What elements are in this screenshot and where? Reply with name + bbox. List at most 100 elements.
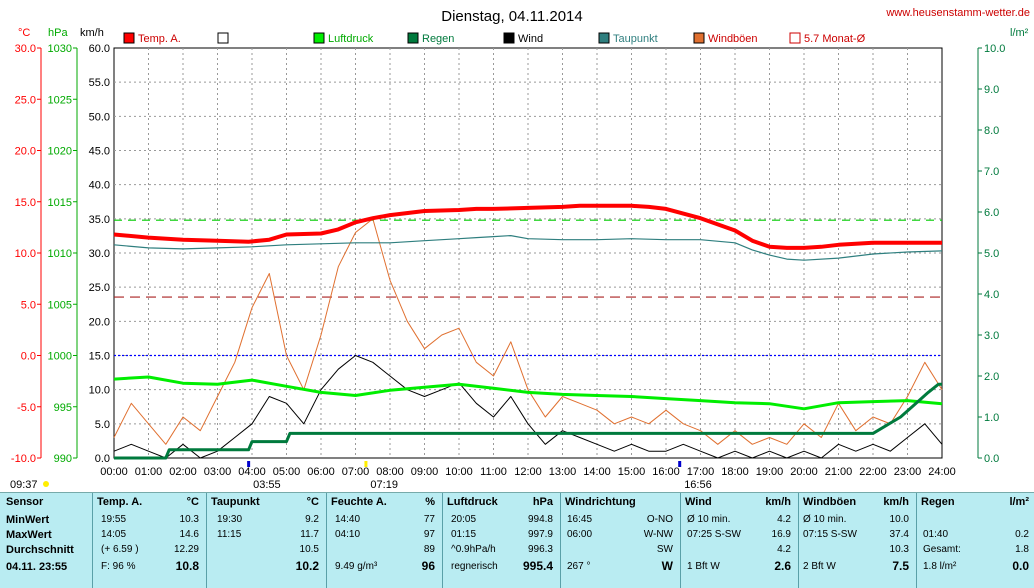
stats-panel: Sensor MinWert MaxWert Durchschnitt 04.11. 2… — [0, 492, 1034, 588]
temp-tick-label: 0.0 — [21, 351, 36, 363]
legend-swatch — [407, 32, 419, 44]
x-tick-label: 13:00 — [549, 466, 577, 478]
legend-label: Taupunkt — [613, 33, 658, 45]
stats-cell-label: (+ 6.59 ) — [101, 544, 139, 555]
x-tick-label: 14:00 — [583, 466, 611, 478]
stats-cell-value: 11.7 — [300, 529, 319, 540]
stats-unit-press: hPa — [532, 496, 553, 508]
stats-cell-label: 01:40 — [923, 529, 949, 540]
wind-tick-label: 45.0 — [89, 146, 110, 158]
stats-header-sensor: Sensor — [6, 496, 44, 508]
current-time-dot — [43, 481, 49, 487]
legend-swatch — [789, 32, 801, 44]
legend-label: 5.7 Monat-Ø — [804, 33, 866, 45]
series-line-wind — [113, 355, 943, 459]
x-tick-label: 15:00 — [618, 466, 646, 478]
rain-tick-label: 6.0 — [984, 207, 999, 219]
stats-cell-label: 20:05 — [451, 514, 477, 525]
press-unit: hPa — [48, 27, 68, 39]
rain-tick-label: 1.0 — [984, 412, 999, 424]
legend-label: Wind — [518, 33, 543, 45]
stats-cell-value: 12.29 — [173, 544, 199, 555]
weather-chart: Dienstag, 04.11.2014 www.heusenstamm-wet… — [10, 7, 1030, 491]
site-label: www.heusenstamm-wetter.de — [885, 7, 1030, 19]
x-tick-label: 01:00 — [135, 466, 163, 478]
x-tick-label: 22:00 — [859, 466, 887, 478]
stats-cell-value: O-NO — [646, 514, 673, 525]
stats-col-gust: Windböen km/h Ø 10 min. 10.0 07:15 S-SW 37.4 1… — [798, 493, 915, 588]
legend-item: Wind — [503, 32, 543, 45]
max-temp-marker-tick — [364, 461, 368, 467]
legend-label: Regen — [422, 33, 454, 45]
press-tick-label: 1000 — [48, 351, 72, 363]
stats-row-label: Durchschnitt — [6, 544, 74, 556]
stats-cell-label: F: 96 % — [101, 561, 136, 572]
wind-tick-label: 15.0 — [89, 351, 110, 363]
x-tick-label: 17:00 — [687, 466, 715, 478]
legend-item: Windböen — [693, 32, 758, 45]
rain-tick-label: 9.0 — [984, 84, 999, 96]
stats-col-temp: Temp. A. °C 19:55 10.3 14:05 14.6 (+ 6.59 ) 12.… — [92, 493, 205, 588]
min-temp-marker-tick — [247, 461, 251, 467]
wind-tick-label: 50.0 — [89, 111, 110, 123]
x-tick-label: 12:00 — [514, 466, 542, 478]
stats-cell-label: regnerisch — [451, 561, 498, 572]
x-tick-label: 07:00 — [342, 466, 370, 478]
stats-cell-label: 06:00 — [567, 529, 593, 540]
max-gust-marker-label: 16:56 — [684, 479, 712, 491]
stats-cell-value: 10.8 — [175, 559, 199, 573]
stats-row-label: 04.11. 23:55 — [6, 561, 68, 573]
stats-cell-value: 77 — [423, 514, 435, 525]
x-tick-label: 10:00 — [445, 466, 473, 478]
rain-tick-label: 3.0 — [984, 330, 999, 342]
stats-unit-wind: km/h — [765, 496, 791, 508]
temp-tick-label: -10.0 — [11, 453, 36, 465]
wind-tick-label: 60.0 — [89, 43, 110, 55]
temp-unit: °C — [18, 27, 30, 39]
legend-swatch — [503, 32, 515, 44]
stats-row-label: MinWert — [6, 514, 50, 526]
press-tick-label: 1015 — [48, 197, 72, 209]
stats-cell-label: Ø 10 min. — [687, 514, 731, 525]
stats-cell-value: 10.5 — [299, 544, 319, 555]
legend-swatch — [123, 32, 135, 44]
press-tick-label: 1025 — [48, 94, 72, 106]
stats-cell-label: 1.8 l/m² — [923, 561, 957, 572]
stats-col-wind: Wind km/h Ø 10 min. 4.2 07:25 S-SW 16.9 4.2 1 B… — [680, 493, 797, 588]
stats-header-rain: Regen — [921, 496, 955, 508]
stats-cell-label: 267 ° — [567, 561, 591, 572]
stats-header-hum: Feuchte A. — [331, 496, 387, 508]
stats-cell-value: SW — [656, 544, 673, 555]
rain-unit: l/m² — [1010, 27, 1029, 39]
stats-cell-value: 0.2 — [1015, 529, 1029, 540]
x-tick-label: 21:00 — [825, 466, 853, 478]
stats-cell-label: 16:45 — [567, 514, 593, 525]
stats-cell-value: 4.2 — [777, 514, 791, 525]
chart-series — [113, 203, 943, 460]
legend-item: Taupunkt — [598, 32, 658, 45]
wind-tick-label: 10.0 — [89, 385, 110, 397]
stats-cell-value: 97 — [423, 529, 435, 540]
series-line-regen — [114, 382, 942, 460]
stats-cell-value: 995.4 — [522, 559, 553, 573]
rain-tick-label: 7.0 — [984, 166, 999, 178]
axis-tick-labels: 30.0 1030 25.0 1025 20.0 1020 15.0 1015 10.0 1010… — [11, 43, 1006, 478]
stats-col-sensor: Sensor MinWert MaxWert Durchschnitt 04.11. 2… — [0, 493, 90, 588]
stats-cell-label: 11:15 — [217, 529, 242, 540]
stats-cell-value: 7.5 — [892, 559, 909, 573]
temp-tick-label: 5.0 — [21, 299, 36, 311]
stats-unit-gust: km/h — [883, 496, 909, 508]
temp-tick-label: 10.0 — [15, 248, 36, 260]
stats-cell-value: 10.3 — [179, 514, 199, 525]
press-tick-label: 1030 — [48, 43, 72, 55]
wind-tick-label: 40.0 — [89, 180, 110, 192]
x-tick-label: 08:00 — [376, 466, 404, 478]
press-tick-label: 1010 — [48, 248, 72, 260]
rain-tick-label: 4.0 — [984, 289, 999, 301]
temp-tick-label: 25.0 — [15, 94, 36, 106]
series-line-windb-en — [113, 218, 943, 445]
stats-cell-label: 9.49 g/m³ — [335, 561, 378, 572]
chart-legend: Temp. A. Luftdruck Regen Wind Taupunkt Windbö… — [123, 32, 866, 45]
x-tick-label: 11:00 — [480, 466, 507, 478]
stats-cell-label: 07:25 S-SW — [687, 529, 741, 540]
